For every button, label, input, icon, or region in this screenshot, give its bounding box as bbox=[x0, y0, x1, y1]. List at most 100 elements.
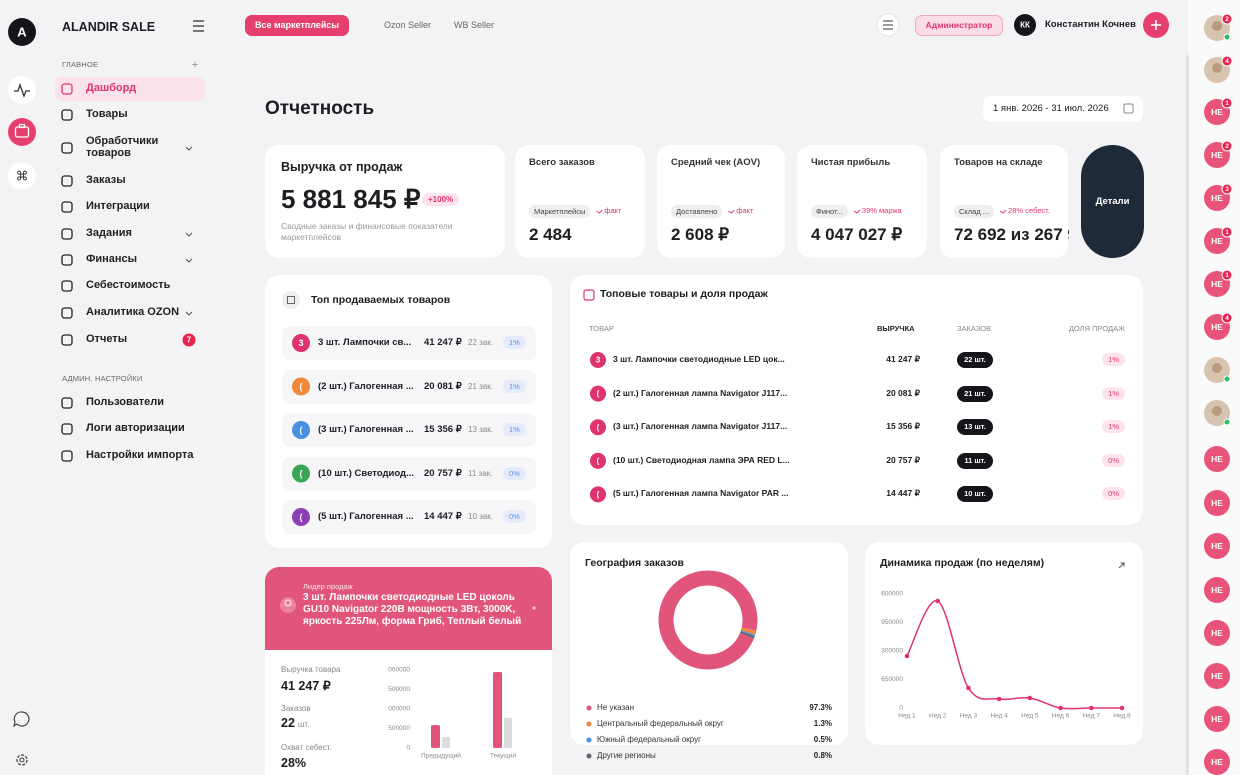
rail-icon-handle bbox=[18, 123, 26, 129]
nav-item[interactable]: Отчеты bbox=[86, 333, 128, 345]
nav-item[interactable]: Товары bbox=[86, 108, 128, 120]
user-name: Константин Кочнев bbox=[1045, 19, 1136, 30]
nav-item[interactable]: Настройки импорта bbox=[86, 449, 194, 461]
kpi-value: 72 692 из 267 9 bbox=[954, 225, 1069, 244]
details-button[interactable]: Детали bbox=[1081, 145, 1144, 258]
product-row-bg bbox=[282, 413, 536, 447]
product-share: 1% bbox=[503, 423, 526, 436]
product-name: (5 шт.) Галогенная ... bbox=[318, 511, 414, 522]
product-name: (2 шт.) Галогенная ... bbox=[318, 380, 414, 392]
rail-icon-briefcase bbox=[14, 126, 30, 138]
nav-item[interactable]: Задания bbox=[86, 227, 132, 239]
kpi-title: Всего заказов bbox=[529, 157, 595, 168]
legend-dot bbox=[586, 753, 592, 759]
kpi-value: 4 047 027 ₽ bbox=[811, 225, 903, 244]
goods-share: 0% bbox=[1102, 453, 1125, 467]
nav-item[interactable]: Пользователи bbox=[86, 396, 165, 408]
kpi-tag: Финот... bbox=[811, 205, 848, 218]
kpi-card bbox=[940, 145, 1068, 258]
table-header: ДОЛЯ ПРОДАЖ bbox=[1068, 324, 1125, 333]
rail-icon-active bbox=[8, 118, 36, 146]
goods-share: 1% bbox=[1102, 386, 1125, 400]
goods-revenue: 15 356 ₽ bbox=[886, 421, 920, 432]
kpi-value: 2 608 ₽ bbox=[671, 225, 730, 244]
geography-title: География заказов bbox=[585, 557, 684, 569]
leader-coverage: 28% bbox=[281, 756, 307, 770]
legend-value: 0.8% bbox=[814, 751, 832, 760]
goods-orders: 13 шт. bbox=[957, 419, 993, 436]
product-revenue: 20 757 ₽ bbox=[424, 467, 462, 479]
role-badge[interactable]: Администратор bbox=[915, 15, 1003, 36]
rail-icon-settings-core bbox=[19, 757, 25, 763]
sales-dynamics-card bbox=[865, 542, 1143, 745]
kpi-trend: 39% маржа bbox=[861, 206, 902, 215]
product-name: 3 шт. Лампочки св... bbox=[318, 337, 412, 348]
page-title: Отчетность bbox=[265, 98, 375, 119]
legend-label: Другие регионы bbox=[597, 751, 656, 760]
leader-label: Лидер продаж bbox=[303, 582, 353, 591]
product-revenue: 15 356 ₽ bbox=[424, 424, 462, 435]
rail-icon-bg bbox=[8, 76, 36, 104]
nav-item[interactable]: Дашборд bbox=[86, 82, 137, 94]
revenue-change: +100% bbox=[422, 193, 460, 206]
menu-button bbox=[876, 13, 900, 37]
nav-badge-count: 7 bbox=[187, 336, 192, 345]
logo-circle bbox=[8, 18, 36, 46]
goods-orders: 21 шт. bbox=[957, 385, 993, 402]
goods-name: (3 шт.) Галогенная лампа Navigator J117.… bbox=[613, 421, 788, 432]
nav-icon bbox=[61, 280, 73, 292]
tab[interactable]: Ozon Seller bbox=[384, 20, 432, 30]
user-avatar bbox=[1014, 14, 1036, 36]
nav-item[interactable]: Обработчики товаров bbox=[86, 135, 159, 159]
product-name: (3 шт.) Галогенная ... bbox=[318, 424, 414, 435]
product-revenue: 14 447 ₽ bbox=[424, 511, 462, 522]
tab[interactable]: WB Seller bbox=[454, 20, 495, 30]
goods-share: 1% bbox=[1102, 353, 1125, 366]
nav-section-title: ГЛАВНОЕ bbox=[62, 60, 99, 69]
product-orders: 22 зак. bbox=[468, 338, 493, 347]
product-row-bg bbox=[282, 500, 536, 534]
product-row-bg bbox=[282, 369, 536, 404]
top-goods-card bbox=[570, 275, 1143, 525]
add-button bbox=[1143, 12, 1169, 38]
nav-icon bbox=[61, 334, 73, 346]
kpi-tag: Склад ... bbox=[954, 205, 995, 218]
nav-item[interactable]: Себестоимость bbox=[86, 279, 171, 291]
nav-icon bbox=[61, 142, 73, 154]
product-name: (10 шт.) Светодиод... bbox=[318, 467, 414, 479]
leader-card: Лидер продаж 3 шт. Лампочки светодиодные … bbox=[265, 567, 552, 775]
goods-orders: 22 шт. bbox=[957, 352, 993, 368]
nav-item[interactable]: Интеграции bbox=[86, 200, 150, 212]
table-header: ЗАКАЗОВ bbox=[957, 324, 992, 333]
date-range-picker[interactable]: 1 янв. 2026 - 31 июл. 2026 bbox=[983, 96, 1143, 122]
goods-name: (2 шт.) Галогенная лампа Navigator J117.… bbox=[613, 387, 788, 398]
leader-orders-label: Заказов bbox=[281, 704, 311, 713]
sales-dynamics-title: Динамика продаж (по неделям) bbox=[880, 557, 1045, 569]
nav-icon bbox=[61, 228, 73, 240]
kpi-trend: 28% себест. bbox=[1008, 206, 1050, 215]
goods-name: 3 шт. Лампочки светодиодные LED цок... bbox=[613, 354, 785, 364]
nav-icon bbox=[61, 201, 73, 213]
goods-share: 0% bbox=[1102, 487, 1125, 501]
kpi-trend: факт bbox=[604, 206, 622, 215]
tab[interactable]: Все маркетплейсы bbox=[245, 15, 349, 36]
goods-share: 1% bbox=[1102, 420, 1125, 434]
goods-name: (10 шт.) Светодиодная лампа ЭРА RED L... bbox=[613, 454, 790, 465]
product-orders: 10 зак. bbox=[468, 512, 493, 521]
product-orders: 13 зак. bbox=[468, 425, 493, 434]
kpi-card bbox=[797, 145, 927, 258]
product-share: 0% bbox=[503, 510, 526, 523]
nav-item[interactable]: Аналитика OZON bbox=[86, 306, 180, 318]
nav-chevron bbox=[185, 146, 193, 151]
rail-icon-pulse bbox=[14, 83, 30, 98]
rail-icon-chat bbox=[13, 711, 30, 728]
nav-item[interactable]: Логи авторизации bbox=[86, 422, 185, 434]
rail-icon-settings bbox=[16, 754, 28, 766]
product-share: 1% bbox=[503, 379, 526, 393]
rail-icon-bg bbox=[8, 162, 36, 190]
nav-icon bbox=[61, 109, 73, 121]
nav-item[interactable]: Заказы bbox=[86, 174, 126, 186]
nav-item[interactable]: Финансы bbox=[86, 253, 138, 265]
